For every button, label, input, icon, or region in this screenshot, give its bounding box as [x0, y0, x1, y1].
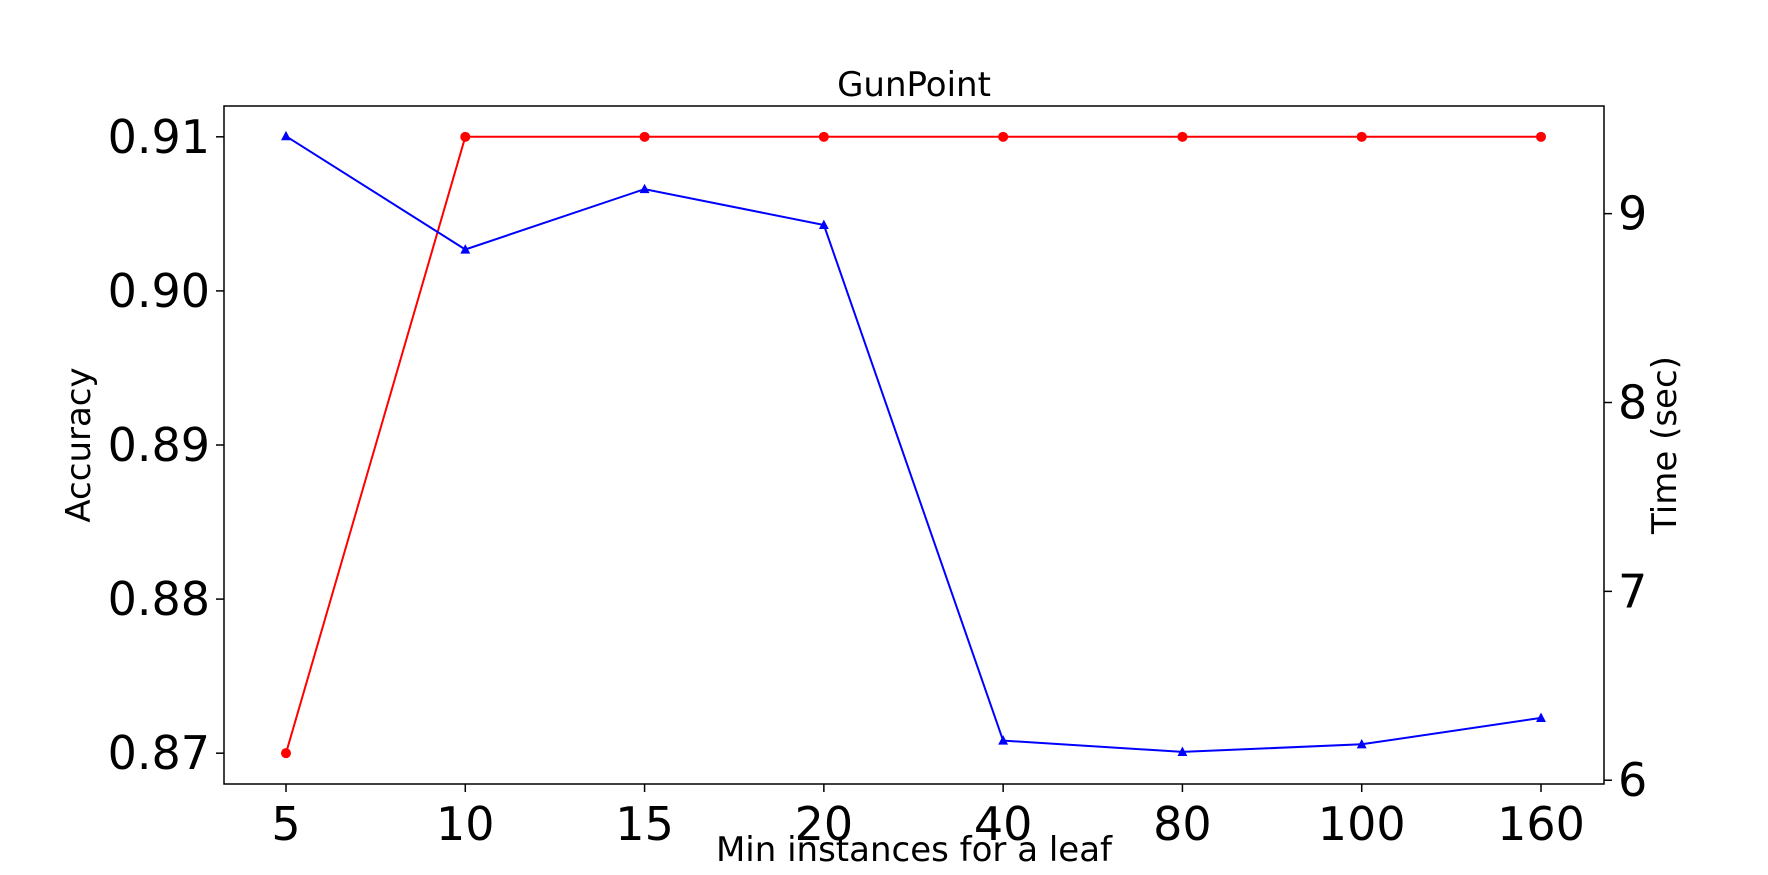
data-point-accuracy — [639, 131, 650, 142]
x-tick-label: 160 — [1497, 797, 1585, 851]
y-axis-right-title: Time (sec) — [1645, 356, 1685, 535]
y-axis-left: 0.87 0.88 0.89 0.90 0.91 — [108, 110, 224, 780]
x-tick-label: 100 — [1318, 797, 1406, 851]
series-line-time — [285, 135, 1542, 753]
y-right-tick-label: 6 — [1618, 753, 1647, 807]
x-tick-label: 5 — [271, 797, 300, 851]
data-point-accuracy — [1536, 131, 1546, 142]
x-tick-label: 40 — [974, 797, 1033, 851]
data-point-time — [460, 244, 471, 254]
chart-title: GunPoint — [837, 65, 991, 105]
y-right-tick-label: 8 — [1618, 376, 1647, 430]
data-point-accuracy — [1177, 131, 1188, 142]
data-point-accuracy — [281, 748, 291, 759]
x-axis: 5 10 15 20 40 80 100 160 — [271, 784, 1585, 851]
data-point-accuracy — [460, 131, 471, 142]
data-point-time — [998, 735, 1009, 745]
data-point-time — [818, 219, 829, 230]
y-axis-right: 6 7 8 9 — [1604, 187, 1647, 807]
y-left-tick-label: 0.90 — [108, 264, 210, 318]
y-left-tick-label: 0.89 — [108, 418, 210, 472]
data-point-accuracy — [1356, 131, 1367, 142]
series-layer — [281, 130, 1546, 759]
y-axis-left-title: Accuracy — [59, 367, 99, 522]
x-tick-label: 80 — [1153, 797, 1212, 851]
y-left-tick-label: 0.91 — [108, 110, 210, 164]
y-left-tick-label: 0.88 — [108, 572, 210, 626]
data-point-time — [1356, 738, 1367, 749]
data-point-time — [1177, 746, 1188, 756]
data-point-time — [1536, 712, 1546, 722]
x-axis-title: Min instances for a leaf — [716, 830, 1113, 870]
x-tick-label: 10 — [436, 797, 495, 851]
y-left-tick-label: 0.87 — [108, 726, 210, 780]
series-line-accuracy — [285, 135, 1541, 754]
data-point-accuracy — [998, 131, 1009, 142]
data-point-accuracy — [818, 131, 829, 142]
data-point-time — [639, 183, 650, 194]
y-right-tick-label: 9 — [1618, 187, 1647, 241]
x-tick-label: 15 — [615, 797, 674, 851]
y-right-tick-label: 7 — [1618, 564, 1647, 618]
data-point-time — [281, 130, 291, 141]
x-tick-label: 20 — [795, 797, 854, 851]
